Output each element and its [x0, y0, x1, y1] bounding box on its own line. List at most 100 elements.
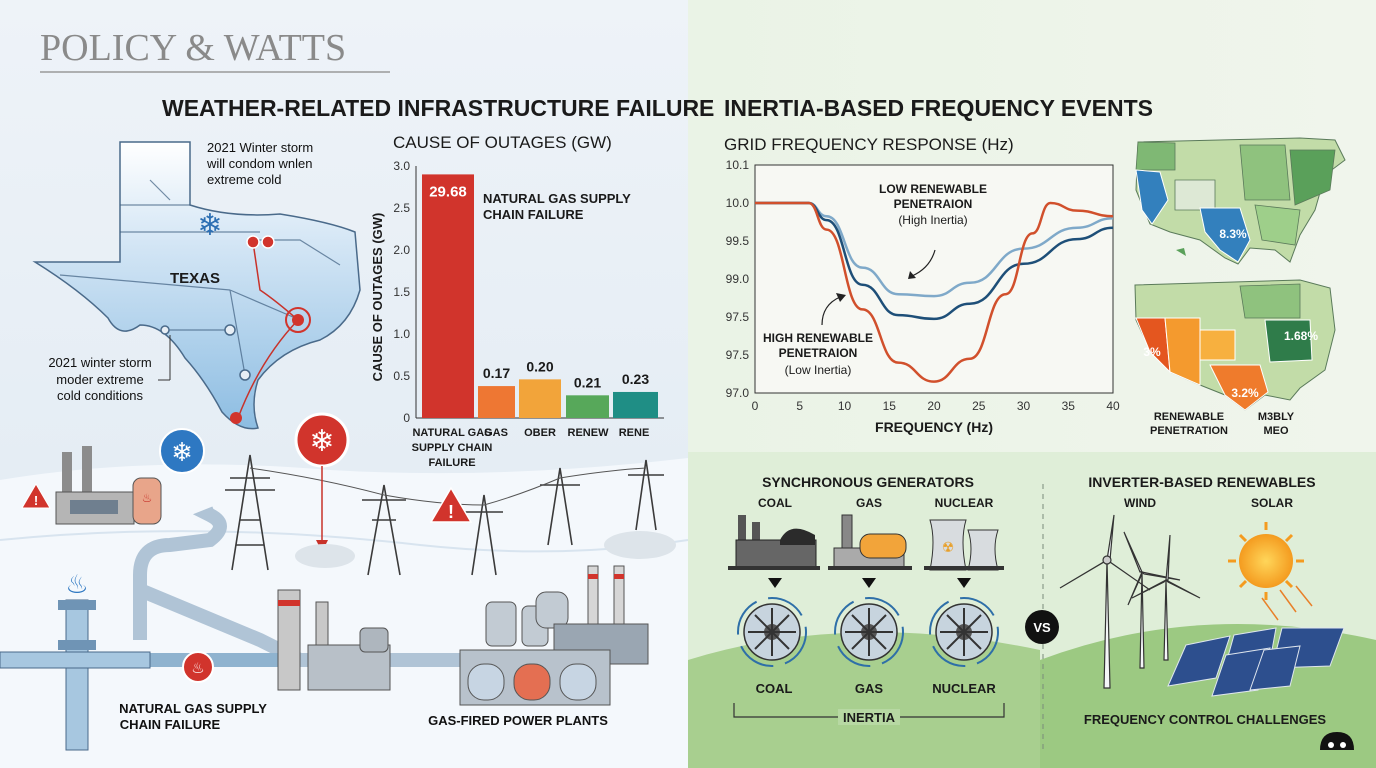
- freq-chart-xticks: 0 5 10 15 20 25 30 35 40: [752, 399, 1120, 413]
- solar-panels-icon: [1167, 627, 1345, 697]
- freq-ytick-label: 97.0: [726, 386, 750, 400]
- pipeline-upper: [133, 506, 227, 640]
- label-low-renewable: LOW RENEWABLE PENETRAION (High Inertia): [879, 182, 987, 279]
- freq-xtick-label: 5: [796, 399, 803, 413]
- freq-chart-series: [755, 201, 1114, 383]
- low-label-line-1: LOW RENEWABLE: [879, 182, 987, 196]
- gen-type-gas: GAS: [856, 496, 882, 510]
- gas-failure-icon: ♨: [182, 651, 214, 683]
- high-label-line-1: HIGH RENEWABLE: [763, 331, 873, 345]
- gen-type-coal: COAL: [758, 496, 792, 510]
- bar-0: [422, 174, 474, 418]
- bar-category-label: GAS: [484, 427, 508, 439]
- refinery: ♨: [55, 446, 162, 525]
- bar-3: [566, 395, 609, 418]
- plants-label: GAS-FIRED POWER PLANTS: [428, 713, 608, 728]
- gen-bottom-coal: COAL: [756, 681, 793, 696]
- callout-top-line-3: extreme cold: [207, 172, 281, 187]
- turbine-icons: [737, 597, 999, 667]
- solar-label: SOLAR: [1251, 496, 1293, 510]
- bar-ytick-label: 1.0: [393, 327, 410, 341]
- transmission-towers: [225, 454, 664, 576]
- gas-valve: ♨: [0, 569, 151, 751]
- svg-text:!: !: [448, 502, 454, 522]
- freq-ytick-label: 10.0: [726, 196, 750, 210]
- texas-nodes: [160, 235, 311, 424]
- bar-ytick-label: 0.5: [393, 369, 410, 383]
- low-label-sub: (High Inertia): [898, 213, 967, 227]
- steam-cloud: [295, 544, 355, 568]
- high-label-sub: (Low Inertia): [785, 363, 852, 377]
- snowflake-badge-icon: ❄: [159, 428, 205, 474]
- frequency-challenges-label: FREQUENCY CONTROL CHALLENGES: [1084, 712, 1327, 727]
- callout-top-line-1: 2021 Winter storm: [207, 140, 313, 155]
- bar-value-label: 0.23: [622, 371, 649, 387]
- bar-chart-yticks: 3.0 2.5 2.0 1.5 1.0 0.5 0: [393, 159, 410, 425]
- bar-category-label: OBER: [524, 427, 556, 439]
- svg-text:!: !: [34, 493, 38, 508]
- bar-category-label: RENE: [619, 427, 650, 439]
- freq-ytick-label: 97.5: [726, 348, 750, 362]
- bar-chart-ylabel: CAUSE OF OUTAGES (GW): [370, 213, 385, 382]
- label-high-renewable: HIGH RENEWABLE PENETRAION (Low Inertia): [763, 293, 873, 377]
- bar-chart-categories: NATURAL GAS SUPPLY CHAIN FAILURE GAS OBER REN…: [412, 427, 650, 469]
- bar-1: [478, 386, 515, 418]
- vs-badge: [1025, 610, 1059, 644]
- freq-chart-yticks: 10.1 10.0 99.5 99.0 97.5 97.5 97.0: [726, 158, 750, 400]
- map-bottom-value-1: 3%: [1143, 345, 1161, 359]
- bar-value-label: 0.17: [483, 365, 510, 381]
- inverter-title: INVERTER-BASED RENEWABLES: [1088, 474, 1315, 490]
- freq-series-1: [755, 201, 1114, 321]
- map-legend-right-1: M3BLY: [1258, 411, 1295, 423]
- outage-bar-chart: CAUSE OF OUTAGES (GW) CAUSE OF OUTAGES (…: [370, 133, 664, 469]
- gas-plant-icon: [828, 514, 912, 570]
- freq-xtick-label: 10: [838, 399, 852, 413]
- gen-bottom-nuclear: NUCLEAR: [932, 681, 996, 696]
- right-heading: INERTIA-BASED FREQUENCY EVENTS: [724, 95, 1153, 121]
- us-map-bottom: 3% 3.2% 1.68%: [1134, 279, 1336, 411]
- texas-map: ❄ TEXAS 2021 Winter storm will condom wn…: [32, 140, 361, 430]
- bar-ytick-label: 2.0: [393, 243, 410, 257]
- freq-xtick-label: 40: [1106, 399, 1120, 413]
- map-top-value: 8.3%: [1219, 227, 1247, 241]
- bar-chart-bars: 29.68 0.17 0.20 0.21 0.23: [422, 174, 658, 418]
- vs-label: VS: [1033, 620, 1051, 635]
- freq-series-2: [755, 201, 1114, 383]
- freq-xtick-label: 30: [1017, 399, 1031, 413]
- callout-top: 2021 Winter storm will condom wnlen extr…: [206, 140, 313, 187]
- bar-category-label: FAILURE: [428, 457, 475, 469]
- flame-icon: ♨: [65, 569, 88, 599]
- warning-icon: !: [21, 483, 51, 509]
- texas-shape: [32, 141, 361, 430]
- callout-left-line-3: cold conditions: [57, 388, 143, 403]
- coal-plant-icon: [728, 515, 820, 570]
- inertia-label-bg: [838, 709, 900, 725]
- freq-chart-xlabel: FREQUENCY (Hz): [875, 419, 993, 435]
- bar-value-label: 29.68: [429, 183, 467, 200]
- bar-value-label: 0.21: [574, 374, 601, 390]
- gas-label-line-1: NATURAL GAS SUPPLY: [119, 701, 267, 716]
- freq-xtick-label: 15: [883, 399, 897, 413]
- map-legend-right-2: MEO: [1263, 425, 1289, 437]
- freq-xtick-label: 35: [1062, 399, 1076, 413]
- bar-ytick-label: 1.5: [393, 285, 410, 299]
- map-bottom-value-3: 1.68%: [1284, 329, 1318, 343]
- freq-ytick-label: 97.5: [726, 310, 750, 324]
- callout-left: 2021 winter storm moder extreme cold con…: [48, 335, 171, 403]
- freq-xtick-label: 20: [927, 399, 941, 413]
- bar-annotation-line-2: CHAIN FAILURE: [483, 207, 584, 222]
- bar-ytick-label: 3.0: [393, 159, 410, 173]
- inertia-label: INERTIA: [843, 710, 896, 725]
- bar-ytick-label: 2.5: [393, 201, 410, 215]
- svg-text:♨: ♨: [142, 491, 153, 505]
- nuclear-plant-icon: ☢: [924, 519, 1004, 571]
- low-label-line-2: PENETRAION: [894, 197, 973, 211]
- frequency-line-chart: GRID FREQUENCY RESPONSE (Hz) 10.1 10.0 99.…: [724, 135, 1120, 435]
- snow-drift: [0, 530, 689, 553]
- freq-xtick-label: 25: [972, 399, 986, 413]
- left-heading: WEATHER-RELATED INFRASTRUCTURE FAILURE: [162, 95, 714, 121]
- sync-generators-title: SYNCHRONOUS GENERATORS: [762, 474, 974, 490]
- callout-left-line-1: 2021 winter storm: [48, 355, 151, 370]
